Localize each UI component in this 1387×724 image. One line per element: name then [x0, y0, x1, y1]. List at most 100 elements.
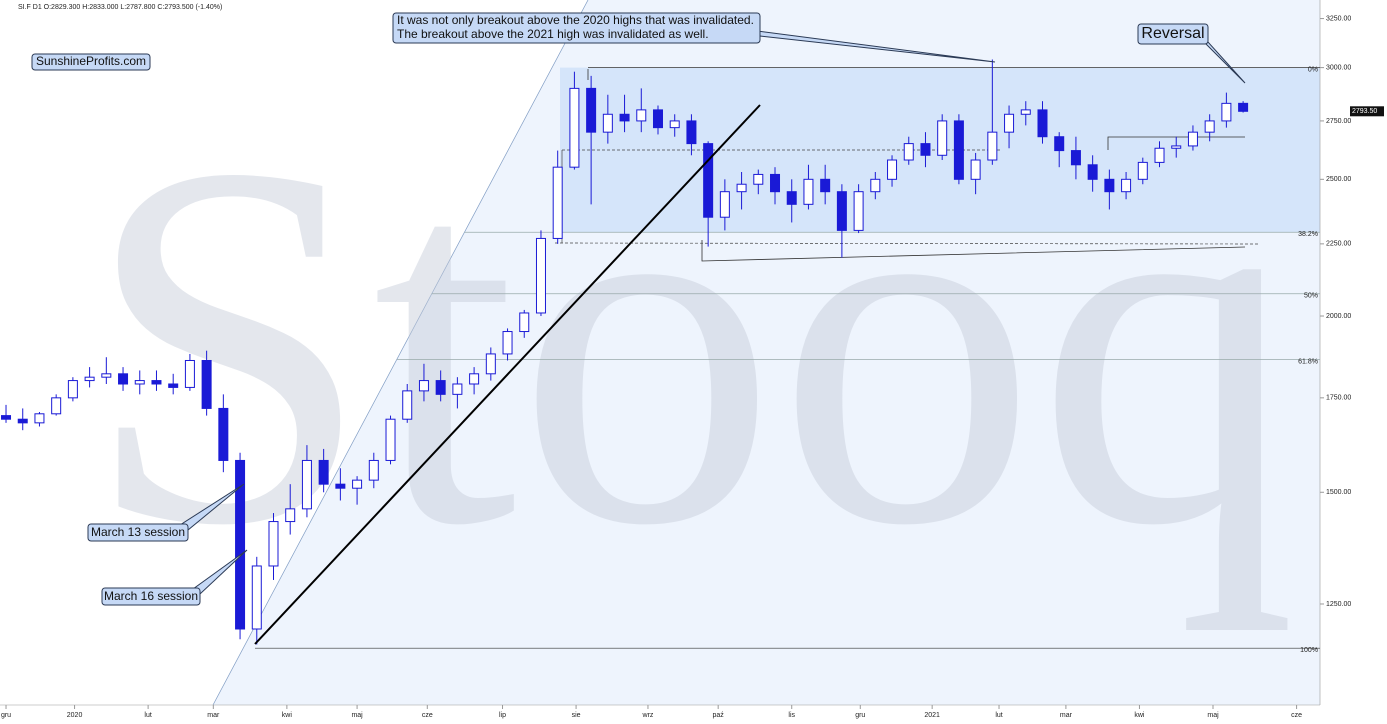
annotation: Reversal	[1141, 25, 1204, 42]
x-tick-label: lut	[144, 712, 151, 719]
candle-body	[786, 191, 797, 205]
candle-body	[652, 109, 663, 129]
candle-body	[903, 143, 914, 161]
y-tick-label: 3250.00	[1326, 15, 1351, 22]
candle-body	[51, 397, 62, 415]
candle-body	[602, 113, 613, 133]
x-tick-label: cze	[422, 712, 433, 719]
candle-body	[1171, 145, 1182, 149]
fib-label: 100%	[1300, 647, 1318, 654]
x-tick-label: wrz	[642, 712, 654, 719]
fib-label: 61.8%	[1298, 358, 1318, 365]
y-tick-label: 1500.00	[1326, 489, 1351, 496]
x-tick-label: maj	[1207, 712, 1219, 719]
y-tick-label: 1750.00	[1326, 395, 1351, 402]
candle-body	[452, 383, 463, 395]
candle-body	[201, 359, 212, 409]
candle-body	[803, 178, 814, 205]
x-tick-label: sie	[572, 712, 581, 719]
candle-body	[469, 373, 480, 385]
x-tick-label: kwi	[282, 712, 293, 719]
candle-body	[970, 159, 981, 180]
y-tick-label: 2250.00	[1326, 241, 1351, 248]
candle-body	[84, 376, 95, 382]
annotation: March 16 session	[104, 589, 198, 603]
candle-body	[301, 459, 312, 510]
y-tick-label: 3000.00	[1326, 64, 1351, 71]
candle-body	[1, 415, 12, 420]
candle-body	[535, 237, 546, 314]
x-tick-label: mar	[207, 712, 220, 719]
candle-body	[352, 479, 363, 489]
x-tick-label: cze	[1291, 712, 1302, 719]
channel-edge-line	[212, 0, 589, 706]
candle-body	[402, 390, 413, 420]
candle-body	[118, 373, 129, 385]
candle-body	[502, 331, 513, 355]
candle-body	[67, 380, 78, 399]
candle-body	[619, 113, 630, 122]
candle-body	[987, 131, 998, 161]
candle-body	[836, 191, 847, 231]
y-tick-label: 2500.00	[1326, 176, 1351, 183]
y-tick-label: 2000.00	[1326, 313, 1351, 320]
resistance-line	[1107, 136, 1245, 150]
neckline	[701, 240, 1246, 262]
x-tick-label: kwi	[1134, 712, 1145, 719]
candle-body	[485, 353, 496, 375]
candle-body	[586, 87, 597, 133]
y-tick-label: 1250.00	[1326, 601, 1351, 608]
brand-box	[31, 53, 151, 71]
candle-body	[34, 413, 45, 424]
candle-body	[134, 380, 145, 385]
candle-body	[686, 120, 697, 145]
x-tick-label: 2020	[67, 712, 83, 719]
fib-label: 50%	[1304, 293, 1318, 300]
fib-label: 0%	[1308, 66, 1318, 73]
brand: SunshineProfits.com	[36, 54, 146, 68]
candle-body	[1204, 120, 1215, 133]
candle-body	[335, 483, 346, 489]
candle-body	[235, 459, 246, 630]
candle-body	[184, 359, 195, 388]
callout-box	[101, 587, 201, 606]
candle-body	[920, 143, 931, 156]
candle-body	[569, 87, 580, 168]
candle-body	[636, 109, 647, 122]
candle-body	[887, 159, 898, 180]
candle-body	[1104, 178, 1115, 193]
candle-body	[770, 173, 781, 193]
callout-box	[87, 523, 189, 542]
candle-body	[870, 178, 881, 193]
candle-body	[669, 120, 680, 129]
candle-body	[937, 120, 948, 156]
candle-body	[285, 508, 296, 523]
levels: 0% 38.2% 50% 61.8% 100%	[255, 66, 1320, 654]
candle-body	[368, 459, 379, 481]
candle-body	[1020, 109, 1031, 115]
fib-label: 38.2%	[1298, 231, 1318, 238]
x-tick-label: 2021	[924, 712, 940, 719]
candle-body	[1004, 113, 1015, 133]
x-tick-label: paź	[713, 712, 725, 719]
candle-body	[853, 191, 864, 231]
candle-body	[953, 120, 964, 180]
support-line	[554, 242, 1261, 245]
last-price-tag	[1350, 106, 1384, 117]
watermark: Stooq	[83, 57, 1297, 633]
candle-body	[1121, 178, 1132, 193]
candle-body	[552, 166, 563, 239]
candle-body	[1238, 102, 1249, 112]
annotation: The breakout above the 2021 high was inv…	[397, 27, 709, 41]
x-tick-label: lip	[499, 712, 506, 719]
header: SI.F D1 O:2829.300 H:2833.000 L:2787.800…	[18, 4, 222, 11]
callout-box	[392, 12, 761, 44]
candle-body	[1087, 164, 1098, 180]
candle-body	[151, 380, 162, 385]
callout-box	[1137, 23, 1209, 45]
x-tick-label: mar	[1060, 712, 1073, 719]
candle-body	[1070, 150, 1081, 166]
x-tick-label: gru	[855, 712, 865, 719]
last-price-label: 2793.50	[1352, 108, 1377, 115]
